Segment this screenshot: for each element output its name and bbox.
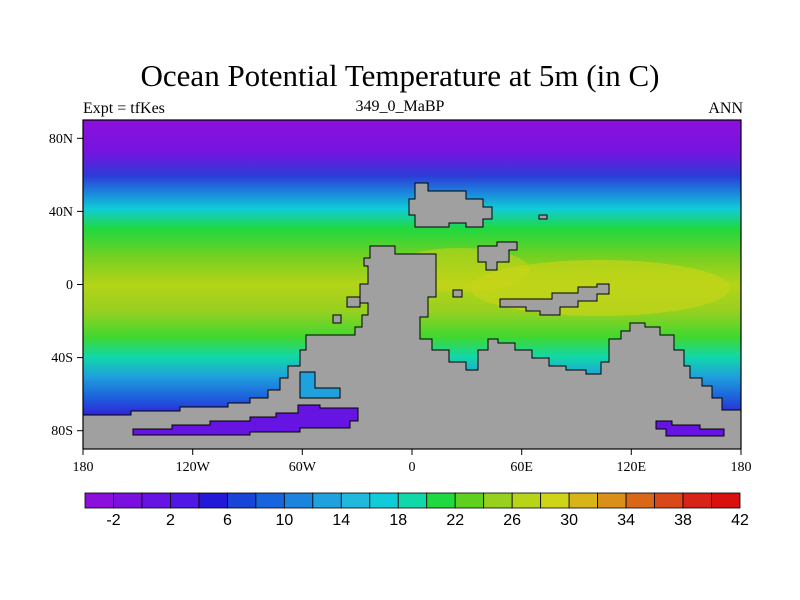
colorbar-label: 10 (275, 512, 293, 529)
lon-tick-180e: 180 (731, 460, 752, 475)
landmass-pangaea (83, 245, 741, 449)
landmass-small-island (538, 214, 548, 220)
colorbar-swatch (625, 492, 655, 509)
colorbar-swatch (170, 492, 200, 509)
colorbar-swatch (113, 492, 143, 509)
landmass-north (408, 182, 493, 228)
colorbar-swatch (454, 492, 485, 509)
colorbar-swatch (198, 492, 228, 509)
colorbar-swatch (711, 492, 741, 509)
colorbar-swatch (84, 492, 114, 509)
colorbar-label: 6 (223, 512, 232, 529)
colorbar-label: -2 (106, 512, 120, 529)
colorbar-swatch (369, 492, 399, 509)
polar-inlet-southeast (655, 420, 725, 437)
colorbar-swatch (226, 492, 257, 509)
colorbar-swatch (283, 492, 314, 509)
colorbar-swatch (682, 492, 712, 509)
colorbar-swatch (255, 492, 285, 509)
colorbar-swatch (483, 492, 513, 509)
lon-tick-120e: 120E (617, 460, 647, 475)
colorbar-swatch (426, 492, 456, 509)
lon-tick-60e: 60E (510, 460, 533, 475)
colorbar-label: 26 (503, 512, 521, 529)
landmass-mideast (477, 241, 518, 271)
lon-tick-0: 0 (409, 460, 416, 475)
colorbar-swatch (597, 492, 627, 509)
colorbar-label: 14 (332, 512, 350, 529)
colorbar-label: 22 (446, 512, 464, 529)
lon-tick-60w: 60W (289, 460, 317, 475)
inland-sea-south (299, 371, 341, 399)
landmass-west-islet-2 (332, 314, 342, 324)
colorbar-label: 30 (560, 512, 578, 529)
season-label: ANN (708, 100, 743, 117)
colorbar-labels: -2 2 6 10 14 18 22 26 30 34 38 42 (106, 512, 749, 529)
colorbar-swatch (540, 492, 570, 509)
lat-tick-80n: 80N (49, 132, 73, 147)
colorbar-swatch (397, 492, 428, 509)
polar-inlet-south (132, 404, 359, 436)
lon-tick-120w: 120W (176, 460, 211, 475)
colorbar-label: 38 (674, 512, 692, 529)
colorbar-swatch (654, 492, 684, 509)
colorbar (84, 492, 741, 509)
plot-title: Ocean Potential Temperature at 5m (in C) (140, 58, 660, 93)
landmass-islet-3 (452, 289, 463, 298)
lat-tick-40s: 40S (51, 351, 73, 366)
lat-tick-40n: 40N (49, 205, 73, 220)
experiment-label: Expt = tfKes (83, 100, 165, 117)
colorbar-swatch (312, 492, 342, 509)
landmass-east-strip (499, 283, 610, 316)
lat-tick-0: 0 (66, 278, 73, 293)
lat-tick-80s: 80S (51, 424, 73, 439)
colorbar-swatch (340, 492, 371, 509)
colorbar-swatch (511, 492, 542, 509)
time-label: 349_0_MaBP (355, 98, 445, 115)
lon-tick-180w: 180 (73, 460, 94, 475)
colorbar-swatch (141, 492, 171, 509)
colorbar-label: 42 (731, 512, 749, 529)
colorbar-label: 34 (617, 512, 635, 529)
landmass-west-islet (346, 296, 361, 308)
colorbar-label: 18 (389, 512, 407, 529)
colorbar-swatch (568, 492, 599, 509)
colorbar-label: 2 (166, 512, 175, 529)
